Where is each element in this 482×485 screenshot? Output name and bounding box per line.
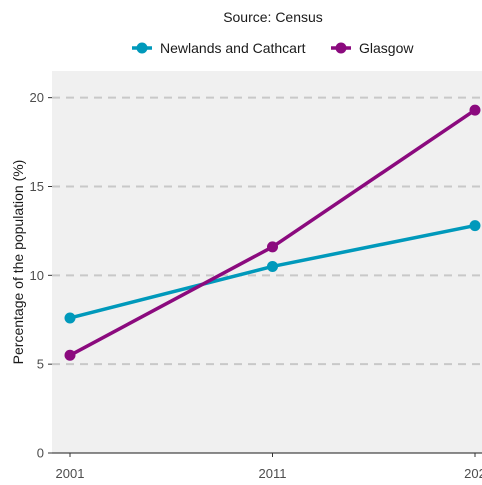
x-tick-label-2011: 2011 bbox=[259, 466, 287, 481]
data-point-newlands-and-cathcart-2011 bbox=[267, 260, 278, 272]
x-tick-label-2021: 202 bbox=[464, 466, 482, 481]
legend-key-point-newlands-and-cathcart bbox=[136, 42, 148, 54]
data-point-glasgow-2001 bbox=[64, 349, 76, 361]
legend-label-newlands-and-cathcart: Newlands and Cathcart bbox=[160, 40, 306, 56]
series-layer bbox=[64, 104, 481, 361]
y-axis-ticks: 0 5 10 15 20 bbox=[30, 90, 52, 461]
y-axis-title: Percentage of the population (%) bbox=[10, 160, 26, 365]
y-tick-label-20: 20 bbox=[30, 90, 44, 105]
data-point-newlands-and-cathcart-2021 bbox=[469, 220, 481, 232]
data-point-newlands-and-cathcart-2001 bbox=[64, 312, 76, 324]
plot-background bbox=[52, 71, 482, 453]
legend: Newlands and Cathcart Glasgow bbox=[132, 40, 414, 56]
y-tick-label-5: 5 bbox=[37, 357, 44, 372]
data-point-glasgow-2021 bbox=[469, 104, 481, 116]
y-tick-label-0: 0 bbox=[37, 446, 44, 461]
chart-subtitle: Source: Census bbox=[223, 9, 323, 25]
y-tick-label-15: 15 bbox=[30, 179, 44, 194]
x-axis-ticks: 2001 2011 202 bbox=[56, 453, 482, 481]
x-tick-label-2001: 2001 bbox=[56, 466, 85, 481]
gridlines bbox=[52, 96, 482, 366]
legend-label-glasgow: Glasgow bbox=[359, 40, 414, 56]
y-tick-label-10: 10 bbox=[30, 268, 44, 283]
data-point-glasgow-2011 bbox=[267, 241, 278, 253]
legend-key-point-glasgow bbox=[335, 42, 347, 54]
